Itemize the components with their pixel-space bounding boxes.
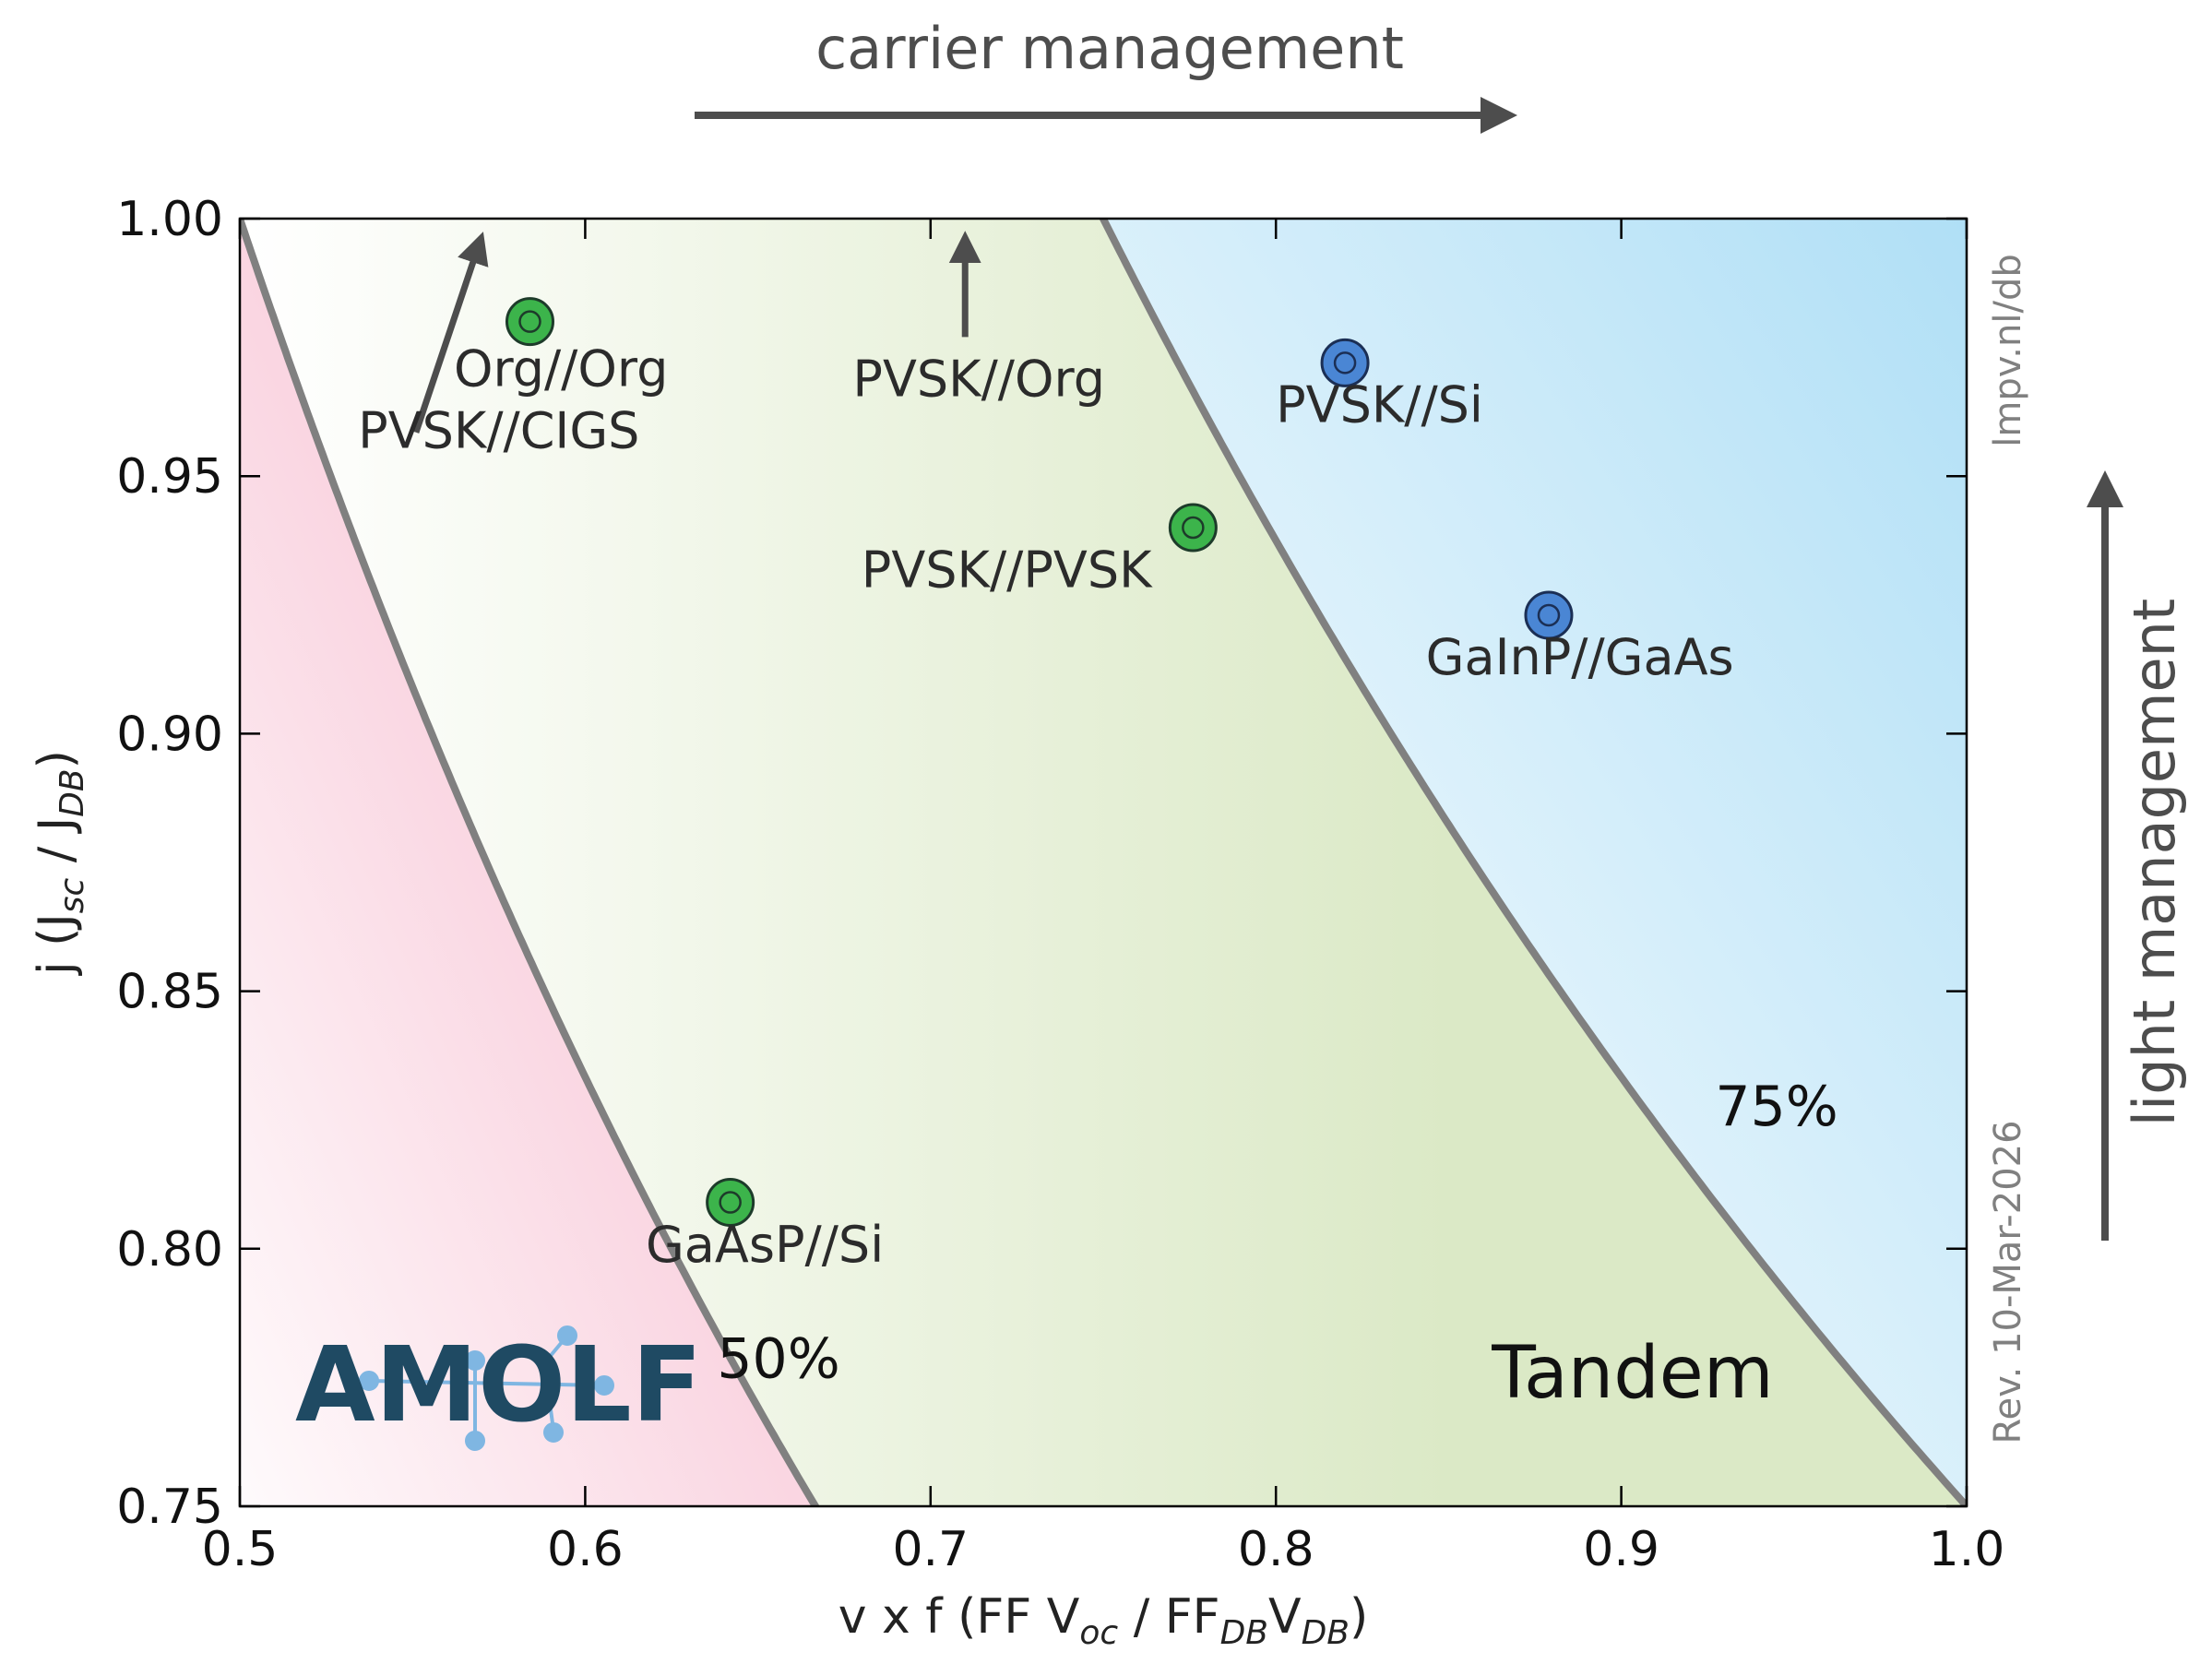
- data-point: [1168, 503, 1218, 553]
- source-note: lmpv.nl/db: [1987, 254, 2029, 446]
- data-point-label: GaInP//GaAs: [1426, 628, 1734, 686]
- iso-efficiency-curve-75: [1099, 219, 1967, 1506]
- region-above-75: [1102, 219, 1967, 1506]
- category-label: Tandem: [1491, 1332, 1773, 1415]
- iso-efficiency-labels: 50% 75%: [717, 1075, 1837, 1392]
- carrier-management-label: carrier management: [815, 15, 1404, 82]
- plot-frame: [238, 217, 1968, 1508]
- x-tick-label: 0.5: [202, 1522, 279, 1577]
- logo-network: [359, 1325, 614, 1451]
- y-tick-label: 0.90: [116, 707, 223, 762]
- data-point: [494, 170, 540, 216]
- plot-regions: [240, 219, 1967, 1506]
- x-tick-label: 0.6: [547, 1522, 624, 1577]
- x-tick-label: 0.8: [1238, 1522, 1314, 1577]
- revision-note: Rev. 10-Mar-2026: [1987, 1120, 2029, 1444]
- data-point: [1320, 338, 1370, 387]
- iso-efficiency-curve-50: [240, 219, 820, 1506]
- data-point-label: Org//Org: [454, 339, 668, 398]
- y-tick-label: 0.85: [116, 965, 223, 1020]
- data-point-labels: Org//Org PVSK//PVSK GaAsP//Si PVSK//Si GaInP…: [358, 339, 1734, 1273]
- data-points: [494, 170, 1574, 1228]
- iso-efficiency-label: 50%: [717, 1326, 839, 1391]
- x-tick-label: 0.9: [1583, 1522, 1659, 1577]
- y-axis-label: j (Jsc / JDB): [29, 750, 91, 976]
- y-tick-label: 0.95: [116, 449, 223, 505]
- data-point-label: PVSK//Org: [852, 351, 1105, 409]
- data-point-label: PVSK//Si: [1276, 376, 1483, 434]
- data-point: [1524, 590, 1574, 640]
- x-tick-label: 0.7: [892, 1522, 969, 1577]
- light-management-label: light management: [2121, 599, 2188, 1126]
- logo-text: AMOLF: [295, 1325, 702, 1445]
- data-point: [706, 1178, 755, 1228]
- data-point-label: PVSK//PVSK: [862, 541, 1153, 599]
- data-point-label: PVSK//CIGS: [358, 401, 639, 459]
- x-axis-ticks: 0.5 0.6 0.7 0.8 0.9 1.0: [202, 219, 2005, 1577]
- y-tick-label: 0.75: [116, 1480, 223, 1535]
- y-axis-ticks: 0.75 0.80 0.85 0.90 0.95 1.00: [116, 192, 1967, 1535]
- x-axis-label: v x f (FF Voc / FFDBVDB): [838, 1589, 1369, 1652]
- y-tick-label: 0.80: [116, 1222, 223, 1278]
- clipped-points: [494, 170, 540, 216]
- amolf-logo: AMOLF: [295, 1325, 702, 1451]
- data-point-label: GaAsP//Si: [646, 1216, 884, 1274]
- offscale-arrow: [412, 232, 489, 434]
- data-point: [505, 297, 554, 347]
- offscale-arrows: [412, 231, 981, 434]
- y-tick-label: 1.00: [116, 192, 223, 247]
- x-tick-label: 1.0: [1929, 1522, 2005, 1577]
- region-below-50: [240, 219, 816, 1506]
- iso-efficiency-label: 75%: [1715, 1075, 1837, 1139]
